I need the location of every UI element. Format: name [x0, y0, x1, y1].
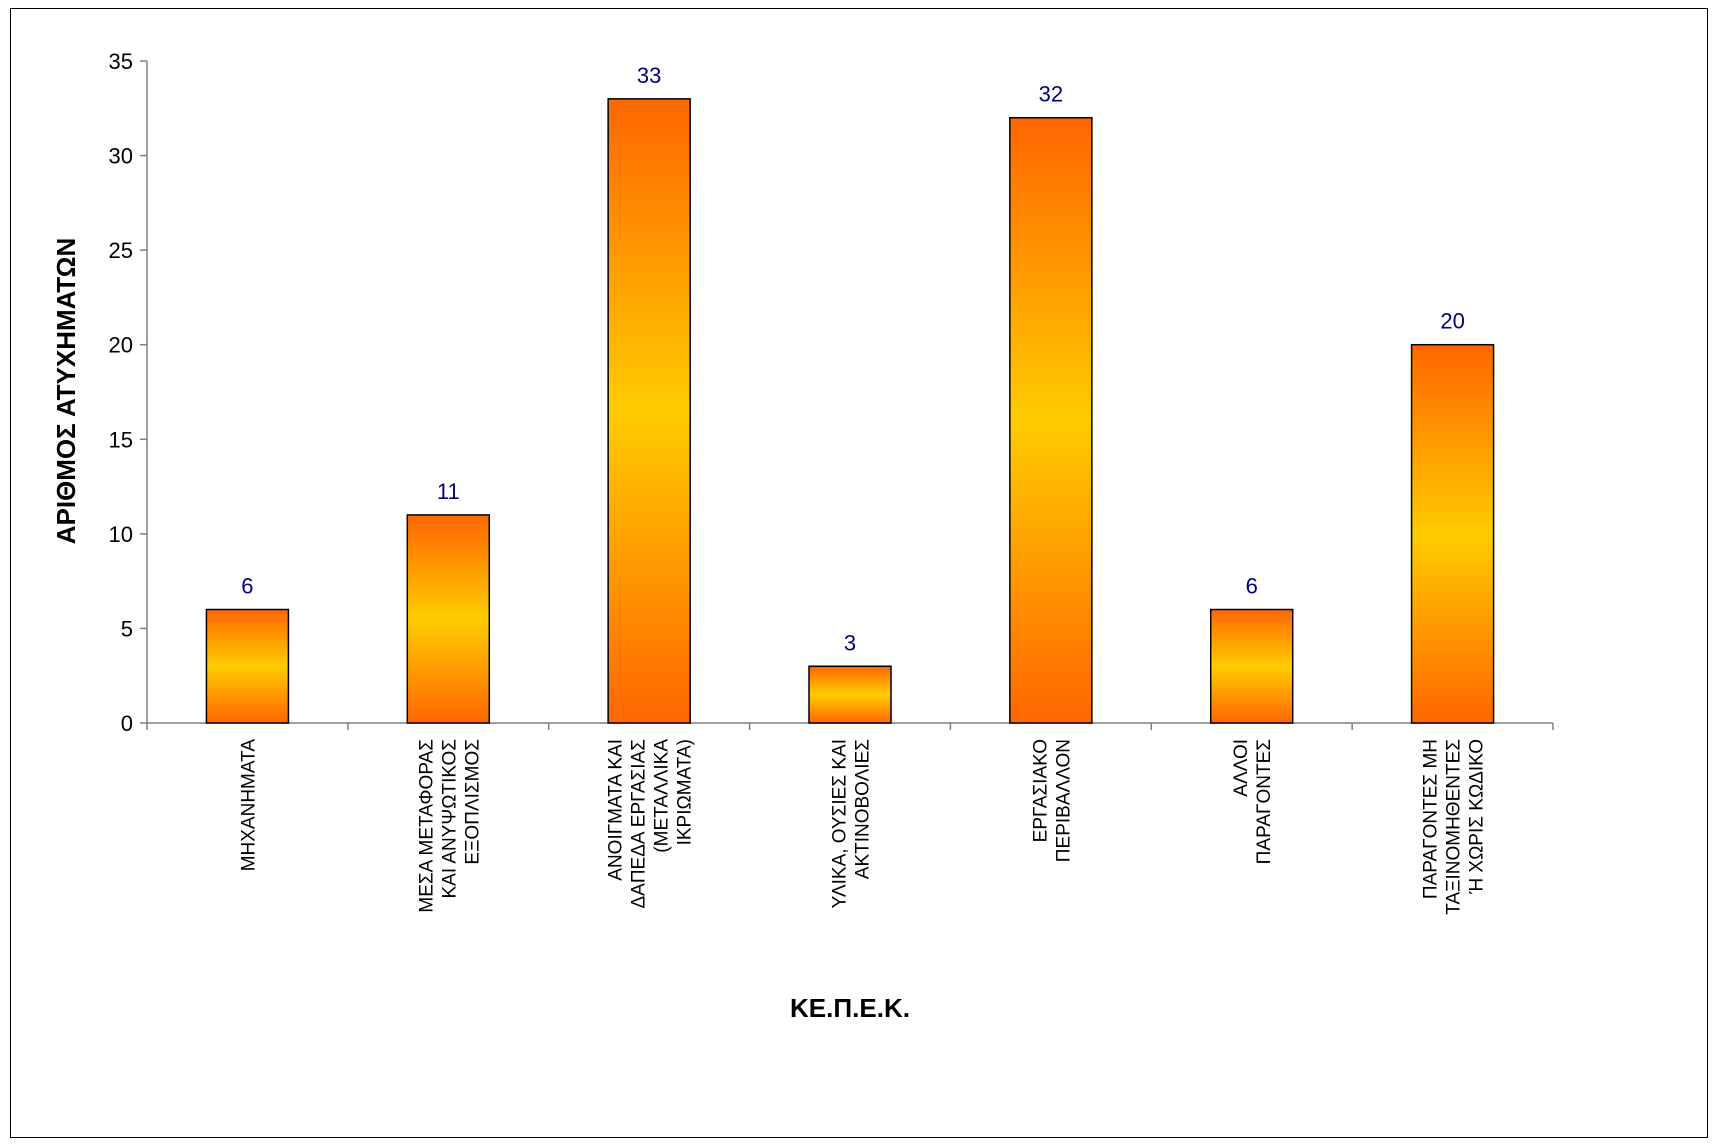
category-labels: ΜΗΧΑΝΗΜΑΤΑ ΜΕΣΑ ΜΕΤΑΦΟΡΑΣ ΚΑΙ ΑΝΥΨΩΤΙΚΟΣ ΕΞ…	[238, 739, 1487, 915]
category-label-line: ΔΑΠΕΔΑ ΕΡΓΑΣΙΑΣ	[629, 739, 650, 909]
category-label-line: ΠΕΡΙΒΑΛΛΟΝ	[1053, 739, 1074, 862]
category-label: ΑΛΛΟΙ ΠΑΡΑΓΟΝΤΕΣ	[1231, 739, 1275, 864]
data-label: 6	[1246, 574, 1258, 599]
bar	[406, 514, 491, 724]
data-label: 32	[1039, 82, 1063, 107]
bars	[205, 98, 1495, 724]
category-label-line: ΜΗΧΑΝΗΜΑΤΑ	[238, 739, 259, 872]
y-tick-label: 15	[109, 427, 133, 452]
y-axis: 0 5 10 15 20 25 30 35	[109, 49, 148, 736]
category-label-line: ΠΑΡΑΓΟΝΤΕΣ ΜΗ	[1421, 739, 1442, 899]
category-label: ΜΗΧΑΝΗΜΑΤΑ	[238, 739, 259, 872]
y-tick-label: 35	[109, 49, 133, 74]
category-label-line: ΠΑΡΑΓΟΝΤΕΣ	[1254, 739, 1275, 864]
category-label-line: (ΜΕΤΑΛΛΙΚΑ	[652, 739, 673, 853]
category-label-line: ΤΑΞΙΝΟΜΗΘΕΝΤΕΣ	[1444, 739, 1465, 915]
category-label-line: ΜΕΣΑ ΜΕΤΑΦΟΡΑΣ	[416, 739, 437, 913]
category-label: ΕΡΓΑΣΙΑΚΟ ΠΕΡΙΒΑΛΛΟΝ	[1030, 739, 1074, 862]
bar	[1009, 116, 1093, 724]
y-tick-label: 10	[109, 522, 133, 547]
chart-frame: 0 5 10 15 20 25 30 35 6 11 33 3 32 6 20 ΜΗΧΑΝΗΜΑΤΑ ΜΕΣ…	[10, 8, 1708, 1138]
category-label-line: ΚΑΙ ΑΝΥΨΩΤΙΚΟΣ	[439, 739, 460, 899]
y-tick-label: 20	[109, 333, 133, 358]
x-axis-title: ΚΕ.Π.Ε.Κ.	[790, 993, 910, 1023]
y-tick-label: 0	[121, 711, 133, 736]
category-label-line: ΑΝΟΙΓΜΑΤΑ ΚΑΙ	[606, 739, 627, 881]
category-label: ΥΛΙΚΑ, ΟΥΣΙΕΣ ΚΑΙ ΑΚΤΙΝΟΒΟΛΙΕΣ	[830, 739, 874, 908]
bar	[607, 98, 691, 724]
category-label: ΑΝΟΙΓΜΑΤΑ ΚΑΙ ΔΑΠΕΔΑ ΕΡΓΑΣΙΑΣ (ΜΕΤΑΛΛΙΚΑ ΙΚ…	[606, 739, 696, 909]
category-label-line: ΕΡΓΑΣΙΑΚΟ	[1030, 739, 1051, 842]
category-label-line: ΕΞΟΠΛΙΣΜΟΣ	[462, 739, 483, 865]
data-label: 20	[1440, 309, 1464, 334]
bar	[1209, 608, 1294, 724]
data-label: 11	[437, 479, 460, 504]
data-label: 6	[241, 574, 253, 599]
data-label: 3	[844, 630, 856, 655]
bar	[808, 665, 892, 724]
bar	[1410, 343, 1495, 724]
category-label: ΜΕΣΑ ΜΕΤΑΦΟΡΑΣ ΚΑΙ ΑΝΥΨΩΤΙΚΟΣ ΕΞΟΠΛΙΣΜΟΣ	[416, 739, 483, 913]
y-tick-label: 30	[109, 144, 133, 169]
category-label-line: ΑΛΛΟΙ	[1231, 739, 1252, 797]
y-axis-title: ΑΡΙΘΜΟΣ ΑΤΥΧΗΜΑΤΩΝ	[51, 238, 81, 545]
bar	[205, 608, 290, 724]
category-label-line: ΙΚΡΙΩΜΑΤΑ)	[675, 739, 696, 845]
y-tick-label: 5	[121, 616, 133, 641]
data-label: 33	[637, 63, 661, 88]
y-tick-label: 25	[109, 238, 133, 263]
category-label-line: ΥΛΙΚΑ, ΟΥΣΙΕΣ ΚΑΙ	[830, 739, 851, 908]
x-axis	[146, 722, 1554, 730]
category-label-line: ΑΚΤΙΝΟΒΟΛΙΕΣ	[853, 739, 874, 879]
category-label: ΠΑΡΑΓΟΝΤΕΣ ΜΗ ΤΑΞΙΝΟΜΗΘΕΝΤΕΣ Ή ΧΩΡΙΣ ΚΩΔΙΚ…	[1421, 739, 1488, 915]
category-label-line: Ή ΧΩΡΙΣ ΚΩΔΙΚΟ	[1467, 739, 1488, 895]
